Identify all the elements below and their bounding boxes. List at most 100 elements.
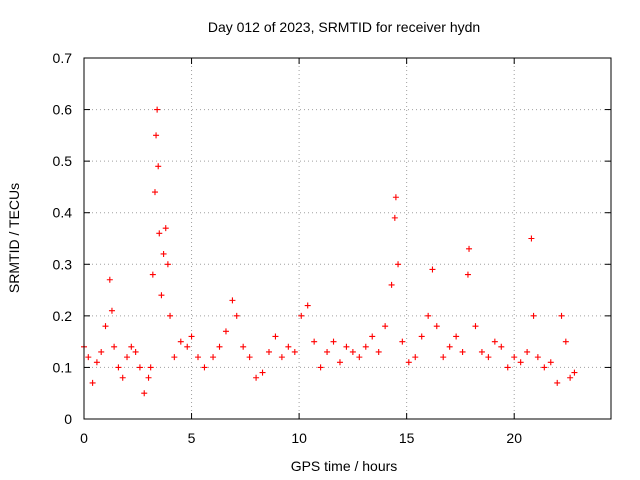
- y-tick-label: 0.4: [53, 205, 73, 221]
- x-tick-label: 15: [399, 430, 415, 446]
- data-point: [425, 312, 432, 319]
- data-point: [478, 348, 485, 355]
- data-point: [459, 348, 466, 355]
- data-point: [141, 390, 148, 397]
- data-point: [240, 343, 247, 350]
- data-point: [343, 343, 350, 350]
- data-point: [285, 343, 292, 350]
- data-point: [210, 354, 217, 361]
- data-point: [356, 354, 363, 361]
- data-point: [153, 132, 160, 139]
- data-point: [229, 297, 236, 304]
- data-point: [246, 354, 253, 361]
- data-point: [171, 354, 178, 361]
- data-point: [259, 369, 266, 376]
- data-point: [136, 364, 143, 371]
- data-point: [188, 333, 195, 340]
- data-point: [498, 343, 505, 350]
- data-point: [272, 333, 279, 340]
- data-point: [222, 328, 229, 335]
- chart-title: Day 012 of 2023, SRMTID for receiver hyd…: [208, 19, 480, 35]
- x-tick-label: 5: [188, 430, 196, 446]
- x-tick-label: 0: [80, 430, 88, 446]
- data-point: [149, 271, 156, 278]
- data-point: [433, 323, 440, 330]
- plot-frame: [83, 57, 612, 420]
- data-point: [491, 338, 498, 345]
- data-point: [177, 338, 184, 345]
- data-point: [115, 364, 122, 371]
- data-point: [201, 364, 208, 371]
- y-axis-label: SRMTID / TECUs: [6, 183, 22, 293]
- data-point: [412, 354, 419, 361]
- data-point: [155, 163, 162, 170]
- y-tick-label: 0.3: [53, 256, 73, 272]
- data-point: [102, 323, 109, 330]
- data-point: [160, 250, 167, 257]
- y-tick-label: 0: [64, 411, 72, 427]
- data-point: [147, 364, 154, 371]
- data-point: [375, 348, 382, 355]
- data-point: [298, 312, 305, 319]
- data-point: [547, 359, 554, 366]
- x-tick-labels: 0 5 10 15 20: [80, 430, 522, 446]
- data-point: [554, 379, 561, 386]
- data-point: [405, 359, 412, 366]
- data-point: [382, 323, 389, 330]
- data-point: [418, 333, 425, 340]
- data-point: [145, 374, 152, 381]
- data-point: [265, 348, 272, 355]
- data-point: [530, 312, 537, 319]
- y-tick-label: 0.1: [53, 359, 73, 375]
- data-point: [278, 354, 285, 361]
- data-point: [195, 354, 202, 361]
- data-point: [162, 225, 169, 232]
- data-point: [524, 348, 531, 355]
- data-point: [216, 343, 223, 350]
- data-point: [511, 354, 518, 361]
- data-point: [324, 348, 331, 355]
- data-point: [466, 245, 473, 252]
- y-tick-label: 0.5: [53, 153, 73, 169]
- data-point: [392, 194, 399, 201]
- data-point: [349, 348, 356, 355]
- y-tick-label: 0.2: [53, 308, 73, 324]
- data-point: [528, 235, 535, 242]
- data-point: [464, 271, 471, 278]
- data-point: [330, 338, 337, 345]
- data-point: [98, 348, 105, 355]
- data-point: [119, 374, 126, 381]
- data-point: [124, 354, 131, 361]
- data-point: [558, 312, 565, 319]
- data-point: [93, 359, 100, 366]
- data-point: [253, 374, 260, 381]
- data-point: [167, 312, 174, 319]
- data-point: [429, 266, 436, 273]
- data-point: [85, 354, 92, 361]
- data-point: [562, 338, 569, 345]
- y-tick-labels: 0 0.1 0.2 0.3 0.4 0.5 0.6 0.7: [53, 50, 73, 427]
- data-point: [111, 343, 118, 350]
- data-point: [156, 230, 163, 237]
- data-point: [517, 359, 524, 366]
- data-point: [154, 106, 161, 113]
- data-point: [399, 338, 406, 345]
- data-point: [106, 276, 113, 283]
- x-tick-label: 10: [291, 430, 307, 446]
- y-tick-label: 0.7: [53, 50, 73, 66]
- data-point: [304, 302, 311, 309]
- data-point: [571, 369, 578, 376]
- y-tick-label: 0.6: [53, 102, 73, 118]
- data-point: [472, 323, 479, 330]
- data-point: [128, 343, 135, 350]
- x-tick-label: 20: [506, 430, 522, 446]
- data-point: [391, 214, 398, 221]
- data-points: [81, 106, 578, 397]
- x-axis-label: GPS time / hours: [291, 458, 398, 474]
- data-point: [158, 292, 165, 299]
- data-point: [388, 281, 395, 288]
- data-point: [184, 343, 191, 350]
- data-point: [567, 374, 574, 381]
